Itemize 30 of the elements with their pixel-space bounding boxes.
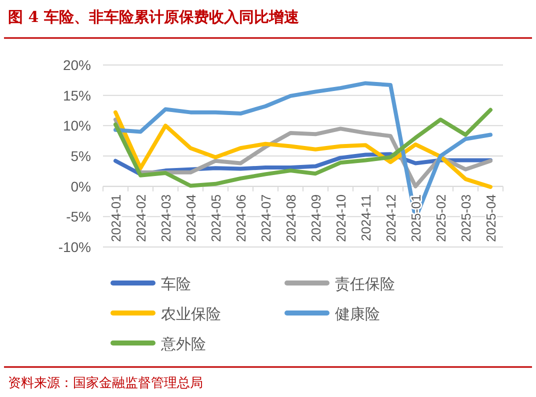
x-tick-label: 2024-07 [258,194,274,242]
x-tick-label: 2024-02 [134,194,148,242]
y-tick-label: 0% [70,178,91,194]
x-tick-label: 2024-12 [384,194,398,242]
y-tick-label: 5% [70,148,91,164]
x-tick-label: 2024-10 [334,194,348,242]
text: 资料来源：国家金融监督管理总局 [8,375,203,391]
x-tick-label: 2025-03 [458,194,474,242]
x-tick-label: 2025-01 [408,194,424,242]
legend-label: 意外险 [160,335,206,353]
y-tick-label: -5% [66,208,91,225]
x-tick-label: 2024-06 [234,194,248,242]
legend-label: 车险 [161,275,191,293]
y-tick-label: -10% [58,239,91,255]
y-tick-label: 10% [62,118,91,134]
legend-label: 责任保险 [335,275,395,293]
x-tick-label: 2025-04 [484,194,498,242]
chart-title: 图 4 车险、非车险累计原保费收入同比增速 [8,8,300,26]
x-tick-label: 2024-09 [308,194,324,242]
x-tick-label: 2024-08 [284,194,298,242]
x-tick-label: 2025-02 [434,194,448,242]
x-tick-label: 2024-03 [158,194,174,242]
y-tick-label: 15% [62,87,91,104]
legend-label: 健康险 [335,305,380,323]
legend-label: 农业保险 [161,305,221,323]
x-tick-label: 2024-11 [358,194,374,242]
x-tick-label: 2024-05 [208,194,224,242]
y-tick-label: 20% [62,57,91,73]
x-tick-label: 2024-01 [108,194,124,242]
x-tick-label: 2024-04 [184,194,198,242]
